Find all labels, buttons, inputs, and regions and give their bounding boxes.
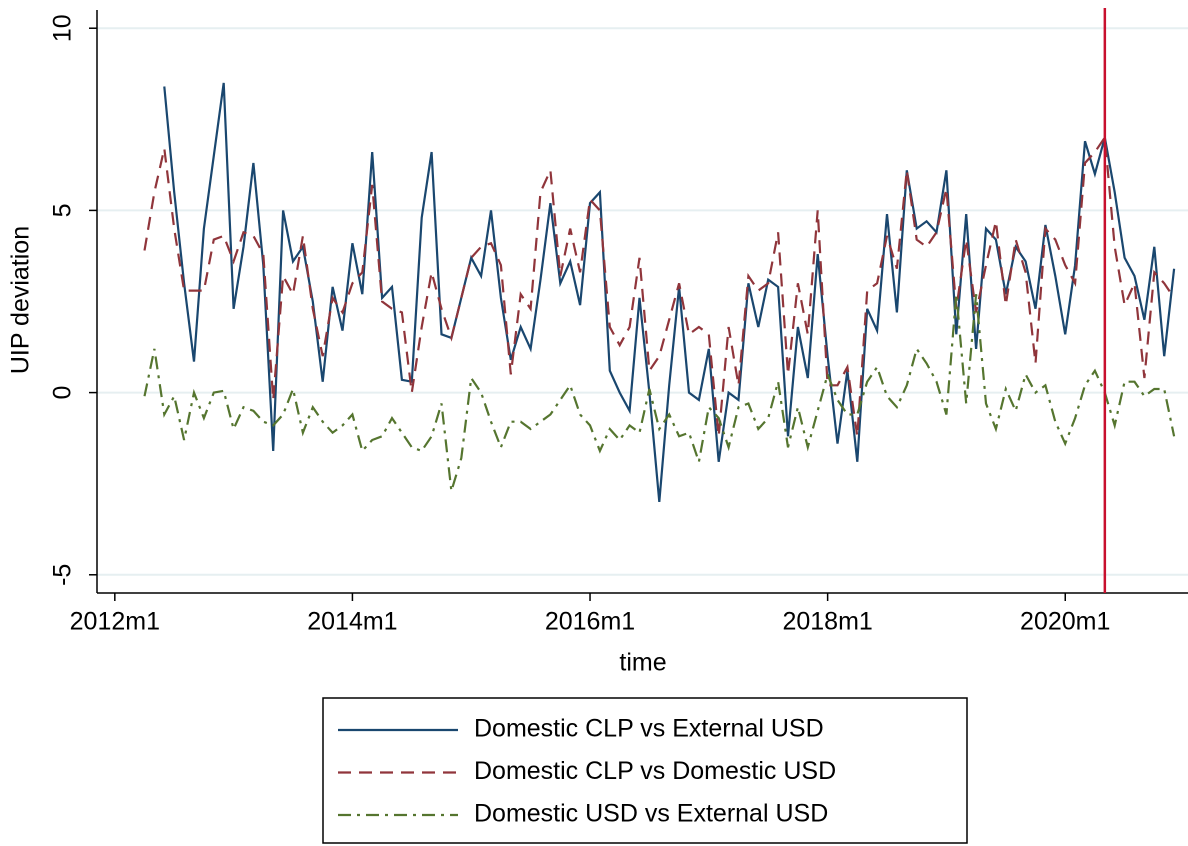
x-axis-title: time — [619, 649, 666, 677]
legend-label: Domestic CLP vs External USD — [474, 715, 824, 743]
legend-label: Domestic USD vs External USD — [474, 800, 828, 828]
y-axis-title: UIP deviation — [7, 226, 35, 374]
series-line — [143, 134, 1176, 437]
x-tick-label: 2016m1 — [545, 608, 635, 636]
x-tick-label: 2012m1 — [70, 608, 160, 636]
x-tick-label: 2020m1 — [1020, 608, 1110, 636]
x-tick-label: 2014m1 — [307, 608, 397, 636]
y-tick-label: -5 — [49, 564, 77, 586]
legend-box — [322, 697, 968, 844]
y-tick-label: 0 — [49, 386, 77, 400]
y-tick-label: 10 — [49, 14, 77, 42]
series-line — [163, 82, 1176, 502]
y-tick-label: 5 — [49, 203, 77, 217]
x-tick-label: 2018m1 — [782, 608, 872, 636]
legend-label: Domestic CLP vs Domestic USD — [474, 757, 836, 785]
series-line — [143, 294, 1176, 492]
